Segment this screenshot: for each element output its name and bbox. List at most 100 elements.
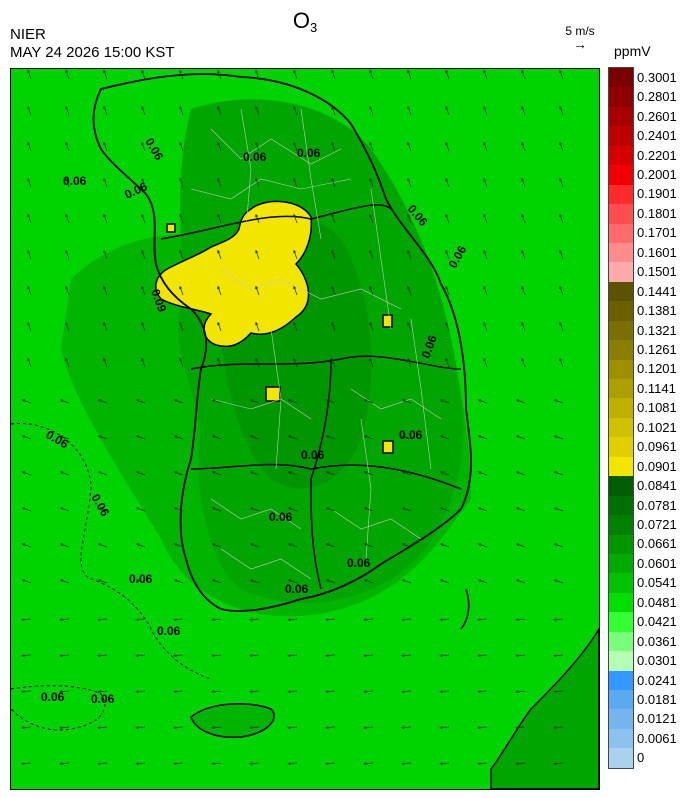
wind-arrow — [173, 543, 184, 548]
wind-arrow — [369, 69, 374, 80]
wind-arrow — [211, 761, 222, 766]
legend-tick-label: 0.0721 — [637, 516, 677, 532]
legend-color-cell — [609, 242, 633, 263]
wind-arrow — [363, 399, 374, 404]
wind-arrow — [293, 357, 298, 368]
legend-tick-label: 0.1701 — [637, 225, 677, 241]
wind-arrow — [255, 213, 260, 224]
wind-arrow — [21, 471, 32, 476]
wind-arrow — [439, 579, 450, 584]
legend-tick-label: 0.1081 — [637, 400, 677, 416]
wind-arrow — [173, 761, 184, 766]
wind-arrow — [97, 761, 108, 766]
wind-arrow — [407, 321, 412, 332]
wind-arrow — [21, 543, 32, 548]
wind-arrow — [293, 285, 298, 296]
wind-arrow — [103, 105, 108, 116]
wind-arrow — [211, 435, 222, 440]
wind-arrow — [477, 725, 488, 730]
wind-arrow — [483, 321, 488, 332]
high-ozone-spot — [265, 386, 281, 402]
wind-arrow — [179, 105, 184, 116]
wind-arrow — [217, 177, 222, 188]
wind-arrow — [553, 435, 564, 440]
wind-arrow — [521, 321, 526, 332]
wind-arrow — [59, 579, 70, 584]
legend-color-cell — [609, 145, 633, 166]
wind-arrow — [59, 435, 70, 440]
wind-arrow — [65, 141, 70, 152]
wind-arrow — [363, 689, 374, 694]
wind-arrow — [515, 399, 526, 404]
wind-arrow — [173, 653, 184, 658]
wind-arrow — [211, 725, 222, 730]
wind-arrow — [217, 141, 222, 152]
wind-arrow — [401, 689, 412, 694]
wind-arrow — [325, 471, 336, 476]
wind-arrow — [325, 399, 336, 404]
wind-arrow — [401, 653, 412, 658]
wind-arrow — [439, 653, 450, 658]
wind-arrow — [249, 471, 260, 476]
wind-arrow — [97, 579, 108, 584]
legend-color-cell — [609, 398, 633, 418]
wind-reference: 5 m/s → — [552, 24, 608, 51]
wind-arrow — [135, 579, 146, 584]
wind-arrow — [135, 689, 146, 694]
wind-arrow — [325, 617, 336, 622]
province-boundary — [190, 355, 462, 370]
wind-ref-label: 5 m/s — [565, 24, 595, 38]
legend-tick-label: 0.2401 — [637, 128, 677, 144]
wind-arrow — [179, 213, 184, 224]
legend-tick-label: 0.0181 — [637, 691, 677, 707]
wind-arrow — [27, 177, 32, 188]
wind-arrow — [477, 653, 488, 658]
contour-label: 0.06 — [297, 146, 321, 160]
wind-arrow — [331, 357, 336, 368]
district-boundaries — [190, 108, 442, 580]
wind-arrow — [515, 507, 526, 512]
legend-color-cell — [609, 340, 633, 360]
wind-arrow — [217, 321, 222, 332]
wind-arrow — [521, 357, 526, 368]
wind-arrow — [477, 399, 488, 404]
wind-arrow — [559, 213, 564, 224]
wind-arrow — [65, 69, 70, 80]
wind-arrow — [255, 69, 260, 80]
wind-arrow — [59, 761, 70, 766]
contour-label: 0.06 — [285, 582, 309, 596]
wind-arrow — [515, 543, 526, 548]
wind-arrow — [21, 689, 32, 694]
legend-tick-label: 0.1901 — [637, 186, 677, 202]
legend-tick-label: 0.0961 — [637, 439, 677, 455]
wind-arrow — [293, 141, 298, 152]
legend-tick-label: 0.0061 — [637, 730, 677, 746]
wind-arrow — [141, 357, 146, 368]
wind-arrow — [287, 689, 298, 694]
tsushima-island — [460, 588, 470, 630]
legend-tick-label: 0.0781 — [637, 497, 677, 513]
wind-arrow — [249, 653, 260, 658]
contour-label: 0.06 — [157, 624, 181, 638]
legend-tick-label: 0.2001 — [637, 166, 677, 182]
wind-arrow — [363, 507, 374, 512]
wind-arrow — [179, 249, 184, 260]
wind-arrow — [59, 543, 70, 548]
color-legend — [608, 67, 634, 769]
wind-arrow — [325, 579, 336, 584]
wind-arrow — [27, 357, 32, 368]
wind-arrow — [179, 141, 184, 152]
wind-arrow — [483, 357, 488, 368]
wind-arrow — [141, 105, 146, 116]
legend-color-cell — [609, 631, 633, 652]
wind-arrow — [515, 579, 526, 584]
wind-arrow — [521, 249, 526, 260]
wind-arrow — [179, 285, 184, 296]
wind-arrow — [97, 435, 108, 440]
legend-color-cell — [609, 709, 633, 729]
wind-arrow — [135, 435, 146, 440]
wind-arrow — [553, 471, 564, 476]
legend-color-cell — [609, 495, 633, 516]
legend-color-cell — [609, 612, 633, 632]
wind-arrow — [135, 507, 146, 512]
